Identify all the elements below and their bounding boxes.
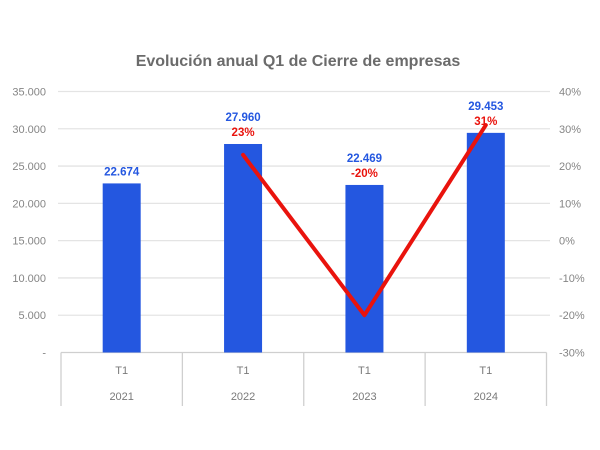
- bar-value-label: 29.453: [468, 101, 503, 113]
- y-axis-right-tick-label: 0%: [559, 236, 575, 248]
- y-axis-left-tick-label: 25.000: [12, 161, 46, 173]
- y-axis-right-tick-label: -10%: [559, 273, 585, 285]
- category-quarter-label: T1: [237, 365, 250, 377]
- category-quarter-label: T1: [115, 365, 128, 377]
- y-axis-left-tick-label: 15.000: [12, 236, 46, 248]
- bar-2021: [102, 183, 141, 353]
- y-axis-left-tick-label: 10.000: [12, 273, 46, 285]
- category-year-label: 2021: [109, 391, 133, 403]
- bar-value-label: 27.960: [225, 112, 260, 124]
- y-axis-left-tick-label: 30.000: [12, 124, 46, 136]
- bar-2024: [466, 132, 505, 353]
- percent-change-label: 31%: [474, 116, 497, 128]
- chart-title: Evolución anual Q1 de Cierre de empresas: [136, 53, 461, 70]
- y-axis-left-tick-label: 5.000: [18, 310, 46, 322]
- chart-plot: 35.000 40% 30.000 30% 25.000 20% 20.000 10% 15.0…: [12, 87, 585, 406]
- percent-change-label: 23%: [232, 127, 255, 139]
- percent-line-series: [241, 123, 488, 318]
- y-axis-right-tick-label: -20%: [559, 310, 585, 322]
- y-axis-left-tick-label: 20.000: [12, 198, 46, 210]
- bar-value-label: 22.674: [104, 166, 140, 178]
- y-axis-right-tick-label: 40%: [559, 87, 581, 99]
- category-year-label: 2023: [352, 391, 376, 403]
- y-axis-right-tick-label: 10%: [559, 198, 581, 210]
- y-axis-left-tick-label: 35.000: [12, 87, 46, 99]
- category-year-label: 2024: [474, 391, 498, 403]
- percent-change-label: -20%: [351, 168, 378, 180]
- bar-2022: [224, 143, 263, 353]
- category-quarter-label: T1: [358, 365, 371, 377]
- bar-value-label: 22.469: [347, 153, 382, 165]
- bar-2023: [345, 184, 384, 353]
- category-quarter-label: T1: [479, 365, 492, 377]
- y-axis-right-tick-label: -30%: [559, 348, 585, 360]
- category-year-label: 2022: [231, 391, 255, 403]
- y-axis-right-tick-label: 20%: [559, 161, 581, 173]
- y-axis-right-tick-label: 30%: [559, 124, 581, 136]
- y-axis-left-tick-label: -: [42, 348, 46, 360]
